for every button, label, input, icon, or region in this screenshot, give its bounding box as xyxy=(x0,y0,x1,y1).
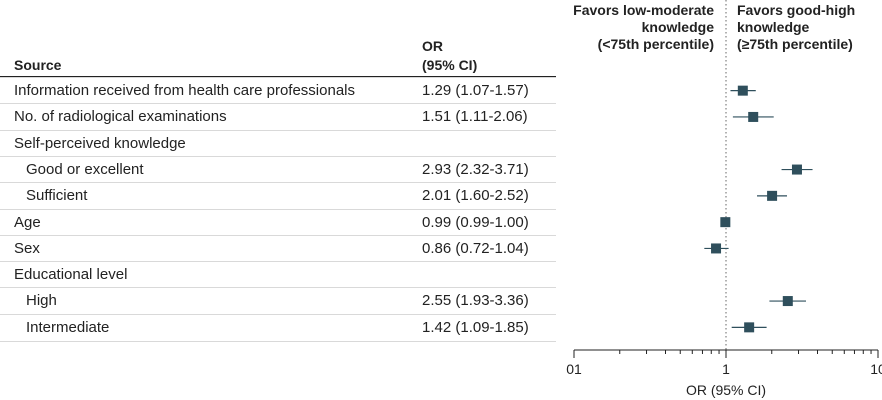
x-axis-title: OR (95% CI) xyxy=(686,382,766,398)
table-row: Age 0.99 (0.99-1.00) xyxy=(0,208,556,236)
row-label: Self-perceived knowledge xyxy=(14,134,186,152)
row-label: Information received from health care pr… xyxy=(14,82,356,99)
row-label: Intermediate xyxy=(26,318,110,336)
row-label: Age xyxy=(14,213,41,231)
favors-high-line1: Favors good-high xyxy=(737,2,856,18)
row-label: Educational level xyxy=(14,266,128,284)
or-marker xyxy=(720,217,731,228)
table-row: No. of radiological examinations 1.51 (1.… xyxy=(0,103,556,130)
or-header-line2: (95% CI) xyxy=(422,57,478,73)
table-row: Self-perceived knowledge xyxy=(0,129,556,157)
or-marker xyxy=(767,190,778,201)
table-row: Sufficient 2.01 (1.60-2.52) xyxy=(0,182,556,209)
table-row: Good or excellent 2.93 (2.32-3.71) xyxy=(0,155,556,183)
or-marker xyxy=(737,85,748,96)
favors-high-line2: knowledge xyxy=(737,19,810,35)
favors-high-line3: (≥75th percentile) xyxy=(737,36,853,52)
favors-high-header: Favors good-high knowledge (≥75th percen… xyxy=(737,2,855,53)
row-or-ci: 2.01 (1.60-2.52) xyxy=(422,187,529,205)
row-or-ci: 1.51 (1.11-2.06) xyxy=(422,108,528,126)
row-label: No. of radiological examinations xyxy=(14,108,227,126)
row-or-ci: 2.55 (1.93-3.36) xyxy=(422,292,529,310)
x-tick-label: 1 xyxy=(722,361,730,377)
row-label: Good or excellent xyxy=(26,160,144,178)
table-row: Information received from health care pr… xyxy=(0,77,556,104)
table-row: Educational level xyxy=(0,261,556,288)
row-label: Sex xyxy=(14,239,40,257)
or-marker xyxy=(711,243,722,254)
row-or-ci: 1.29 (1.07-1.57) xyxy=(422,82,529,99)
favors-low-header: Favors low-moderate knowledge (<75th per… xyxy=(573,2,714,53)
source-header: Source xyxy=(14,57,62,73)
row-or-ci: 0.99 (0.99-1.00) xyxy=(422,213,529,231)
row-label: High xyxy=(26,292,57,310)
table-row: High 2.55 (1.93-3.36) xyxy=(0,287,556,314)
or-marker xyxy=(744,322,755,333)
row-or-ci: 0.86 (0.72-1.04) xyxy=(422,239,529,257)
x-tick-label: 10 xyxy=(870,361,882,377)
or-marker xyxy=(782,296,793,307)
table-row: Intermediate 1.42 (1.09-1.85) xyxy=(0,313,556,342)
x-tick-label: 01 xyxy=(566,361,582,377)
header-rule xyxy=(0,76,556,77)
favors-low-line1: Favors low-moderate xyxy=(573,2,714,18)
table-row: Sex 0.86 (0.72-1.04) xyxy=(0,234,556,262)
or-header-line1: OR xyxy=(422,38,443,54)
favors-low-line3: (<75th percentile) xyxy=(597,36,714,52)
favors-low-line2: knowledge xyxy=(641,19,714,35)
row-or-ci: 2.93 (2.32-3.71) xyxy=(422,160,529,178)
or-marker xyxy=(748,111,759,122)
row-or-ci: 1.42 (1.09-1.85) xyxy=(422,318,529,336)
row-label: Sufficient xyxy=(26,187,88,205)
or-marker xyxy=(791,164,802,175)
